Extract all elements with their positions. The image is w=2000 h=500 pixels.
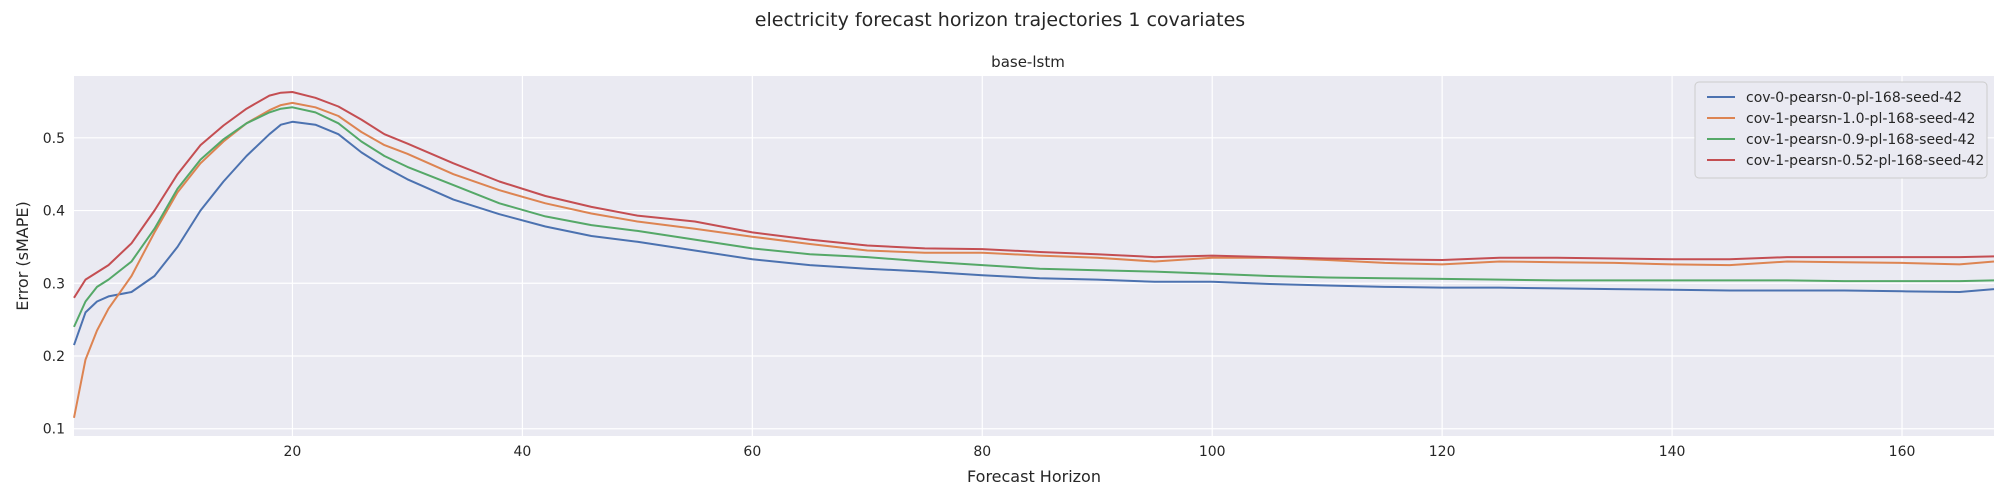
chart-title: base-lstm bbox=[991, 53, 1065, 71]
y-axis-label: Error (sMAPE) bbox=[13, 201, 32, 310]
series-line-2 bbox=[73, 101, 1995, 418]
legend-label-2: cov-1-pearsn-1.0-pl-168-seed-42 bbox=[1746, 111, 1975, 127]
series-line-1 bbox=[73, 120, 1995, 346]
x-tick-label: 140 bbox=[1659, 444, 1686, 460]
figure-title: electricity forecast horizon trajectorie… bbox=[755, 9, 1245, 31]
x-tick-label: 120 bbox=[1429, 444, 1456, 460]
series-line-4 bbox=[73, 91, 1995, 299]
legend-frame bbox=[1694, 81, 1988, 179]
x-tick-labels: 20 40 60 80 100 120 140 160 bbox=[284, 444, 1916, 460]
y-tick-labels: 0.1 0.2 0.3 0.4 0.5 bbox=[43, 131, 65, 438]
x-tick-label: 20 bbox=[284, 444, 302, 460]
y-tick-label: 0.2 bbox=[43, 349, 65, 365]
legend-label-4: cov-1-pearsn-0.52-pl-168-seed-42 bbox=[1746, 153, 1984, 169]
y-tick-label: 0.4 bbox=[43, 204, 65, 220]
y-tick-label: 0.3 bbox=[43, 276, 65, 292]
legend: cov-0-pearsn-0-pl-168-seed-42 cov-1-pears… bbox=[1694, 81, 1988, 179]
y-tick-label: 0.5 bbox=[43, 131, 65, 147]
series-lines bbox=[73, 91, 1995, 418]
y-tick-label: 0.1 bbox=[43, 422, 65, 438]
x-tick-label: 80 bbox=[973, 444, 991, 460]
legend-label-1: cov-0-pearsn-0-pl-168-seed-42 bbox=[1746, 90, 1962, 106]
x-tick-label: 40 bbox=[513, 444, 531, 460]
x-tick-label: 100 bbox=[1199, 444, 1226, 460]
x-tick-label: 160 bbox=[1889, 444, 1916, 460]
x-tick-label: 60 bbox=[743, 444, 761, 460]
x-axis-label: Forecast Horizon bbox=[967, 467, 1101, 486]
legend-label-3: cov-1-pearsn-0.9-pl-168-seed-42 bbox=[1746, 132, 1975, 148]
series-line-3 bbox=[73, 106, 1995, 328]
